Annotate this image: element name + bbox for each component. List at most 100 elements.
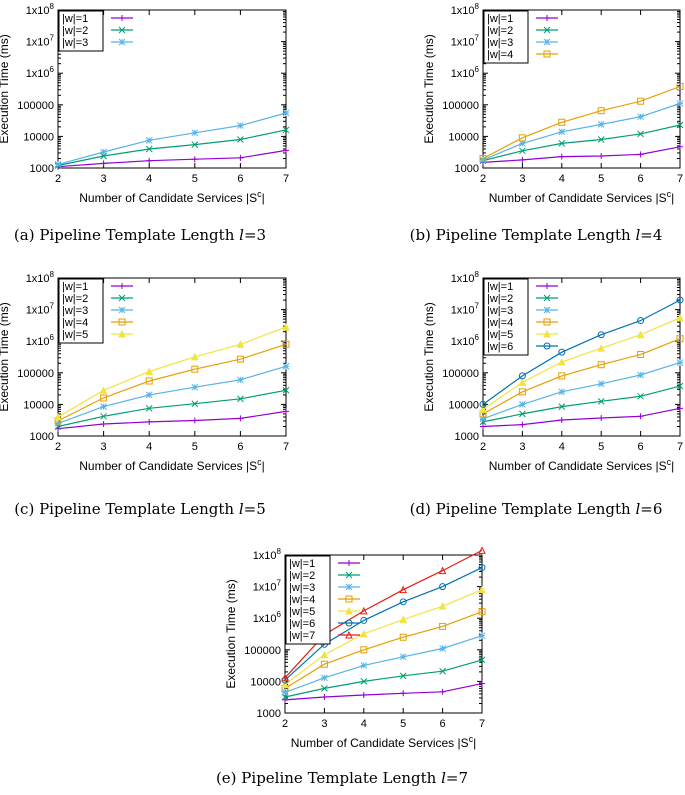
chart-e-series-3-point <box>360 662 368 669</box>
chart-a-xtick-label: 3 <box>101 173 107 185</box>
chart-d-ytick-label: 10000 <box>448 399 479 411</box>
chart-a-series-2-point <box>237 136 244 143</box>
chart-e-series-2-point <box>478 656 486 664</box>
chart-e-series-4-point <box>439 622 447 630</box>
chart-d-xtick-label: 6 <box>638 441 644 453</box>
chart-b-series-3-line <box>482 102 681 161</box>
chart-b-legend-box <box>483 10 529 64</box>
chart-e-series-6-point <box>478 564 486 572</box>
chart-c-series-4-point <box>100 394 108 402</box>
chart-d-series-2 <box>479 382 684 426</box>
chart-c-series-5-point <box>190 352 199 361</box>
chart-c-legend-box <box>58 278 104 344</box>
chart-c-legend-label: |w|=5 <box>62 329 88 341</box>
chart-b-ytick-label: 100000 <box>442 100 479 112</box>
chart-c-series-3-point <box>100 403 107 410</box>
chart-d-series-2-point <box>637 392 644 400</box>
chart-d-legend-marker <box>543 306 551 314</box>
chart-d-series-3-point <box>637 371 644 379</box>
caption-c-text: (c) Pipeline Template Length <box>14 500 239 518</box>
chart-e-series-5-point <box>320 650 329 659</box>
chart-b-series-1-line <box>482 146 681 163</box>
chart-d-series-3-point <box>479 415 487 423</box>
chart-d-ytick-label: 100000 <box>442 368 479 380</box>
chart-d-series-5-point <box>636 330 645 339</box>
chart-d-legend-marker <box>543 318 551 326</box>
chart-a-ytick-label: 1000 <box>30 163 54 175</box>
chart-c-series-4-line <box>57 343 287 422</box>
chart-b-series-2-point <box>597 136 605 143</box>
chart-a-series-1-point <box>100 160 107 167</box>
chart-a-xtick-label: 2 <box>55 173 61 185</box>
chart-e-xtick-label: 7 <box>479 718 485 730</box>
chart-b-series-2-point <box>676 121 684 129</box>
caption-e-text: (e) Pipeline Template Length <box>215 769 442 787</box>
chart-b-ytick-label: 1x108 <box>451 2 480 17</box>
chart-a-ytick-label: 1x106 <box>26 65 55 80</box>
chart-d-series-5-point <box>479 405 487 413</box>
chart-c-series-2-point <box>191 400 199 408</box>
chart-d-ytick-label: 1x108 <box>451 270 480 285</box>
chart-e-series-1-line <box>284 683 483 701</box>
chart-d-legend-marker <box>544 283 550 289</box>
chart-d-legend-label: |w|=1 <box>487 281 513 293</box>
chart-d-series-5-point <box>597 344 606 352</box>
chart-e-series-5-point <box>438 602 447 610</box>
chart-a-series-3-point <box>191 129 199 137</box>
caption-e-var: l <box>441 769 446 787</box>
chart-b-series-4-point <box>558 118 566 126</box>
chart-c-series-5-line <box>57 326 287 418</box>
caption-a-var: l <box>239 226 244 244</box>
chart-d-series-2-point <box>676 382 684 390</box>
chart-e-xtick-label: 5 <box>400 718 406 730</box>
chart-d-series-6-point <box>597 331 605 339</box>
chart-c-series-4-point <box>282 340 290 348</box>
chart-a-series-3 <box>54 109 290 168</box>
chart-c-ytick-label: 1000 <box>30 431 54 443</box>
chart-b-ytick-label: 1x107 <box>451 34 480 49</box>
chart-d-series-6 <box>479 296 684 408</box>
chart-e-series-6-line <box>284 567 483 681</box>
chart-e-series-3-point <box>281 689 289 696</box>
chart-d-series-3 <box>479 359 684 423</box>
chart-c-ytick-label: 100000 <box>17 368 54 380</box>
caption-c-eq: =5 <box>243 500 266 518</box>
chart-d-series-2-point <box>558 403 566 410</box>
chart-c-series-1-point <box>237 415 244 422</box>
chart-e-legend-marker <box>345 606 353 615</box>
chart-d-series-3-point <box>676 359 684 366</box>
chart-c-series-3-point <box>237 376 244 384</box>
chart-e-xtick-label: 3 <box>321 718 327 730</box>
chart-a-series-3-point <box>282 109 290 117</box>
chart-d-series-5-point <box>557 357 566 366</box>
chart-c-series-3-point <box>282 362 290 370</box>
chart-panel-a: 1000 10000 100000 1x106 1x107 1x108 2 3 4 5 6 7 Numb… <box>0 0 300 212</box>
chart-d-xtick-label: 2 <box>480 441 486 453</box>
chart-e-xtick-label: 2 <box>282 718 288 730</box>
chart-d-series-5 <box>479 313 684 413</box>
chart-e-series-7-point <box>399 585 408 594</box>
chart-d-series-1-point <box>637 413 644 420</box>
chart-c-ytick-label: 1x108 <box>26 270 55 285</box>
chart-e-xtick-label: 6 <box>440 718 446 730</box>
chart-b-legend-label: |w|=2 <box>487 25 513 37</box>
chart-d-legend-label: |w|=2 <box>487 293 513 305</box>
chart-c-series-3-point <box>191 383 199 391</box>
chart-e-series-5 <box>281 585 486 688</box>
chart-e-series-3 <box>281 632 486 696</box>
chart-e-series-7-point <box>359 606 368 615</box>
chart-e-xlabel: Number of Candidate Services |Sc| <box>291 734 477 750</box>
chart-e-series-2-line <box>284 659 483 698</box>
chart-e-series-2-point <box>439 667 446 675</box>
chart-e-legend-label: |w|=2 <box>289 570 315 582</box>
chart-d-series-4-point <box>637 350 645 358</box>
chart-b-series-4-point <box>518 134 526 142</box>
chart-b-series-2-line <box>482 124 681 162</box>
chart-c-legend-label: |w|=2 <box>62 293 88 305</box>
chart-d-frame <box>482 277 681 437</box>
chart-c-series-2-point <box>282 386 290 394</box>
chart-b-series-4-point <box>637 97 645 105</box>
chart-c-series-2-point <box>100 412 107 420</box>
chart-c-series-1-point <box>146 418 153 425</box>
caption-c: (c) Pipeline Template Length l=5 <box>10 500 270 518</box>
